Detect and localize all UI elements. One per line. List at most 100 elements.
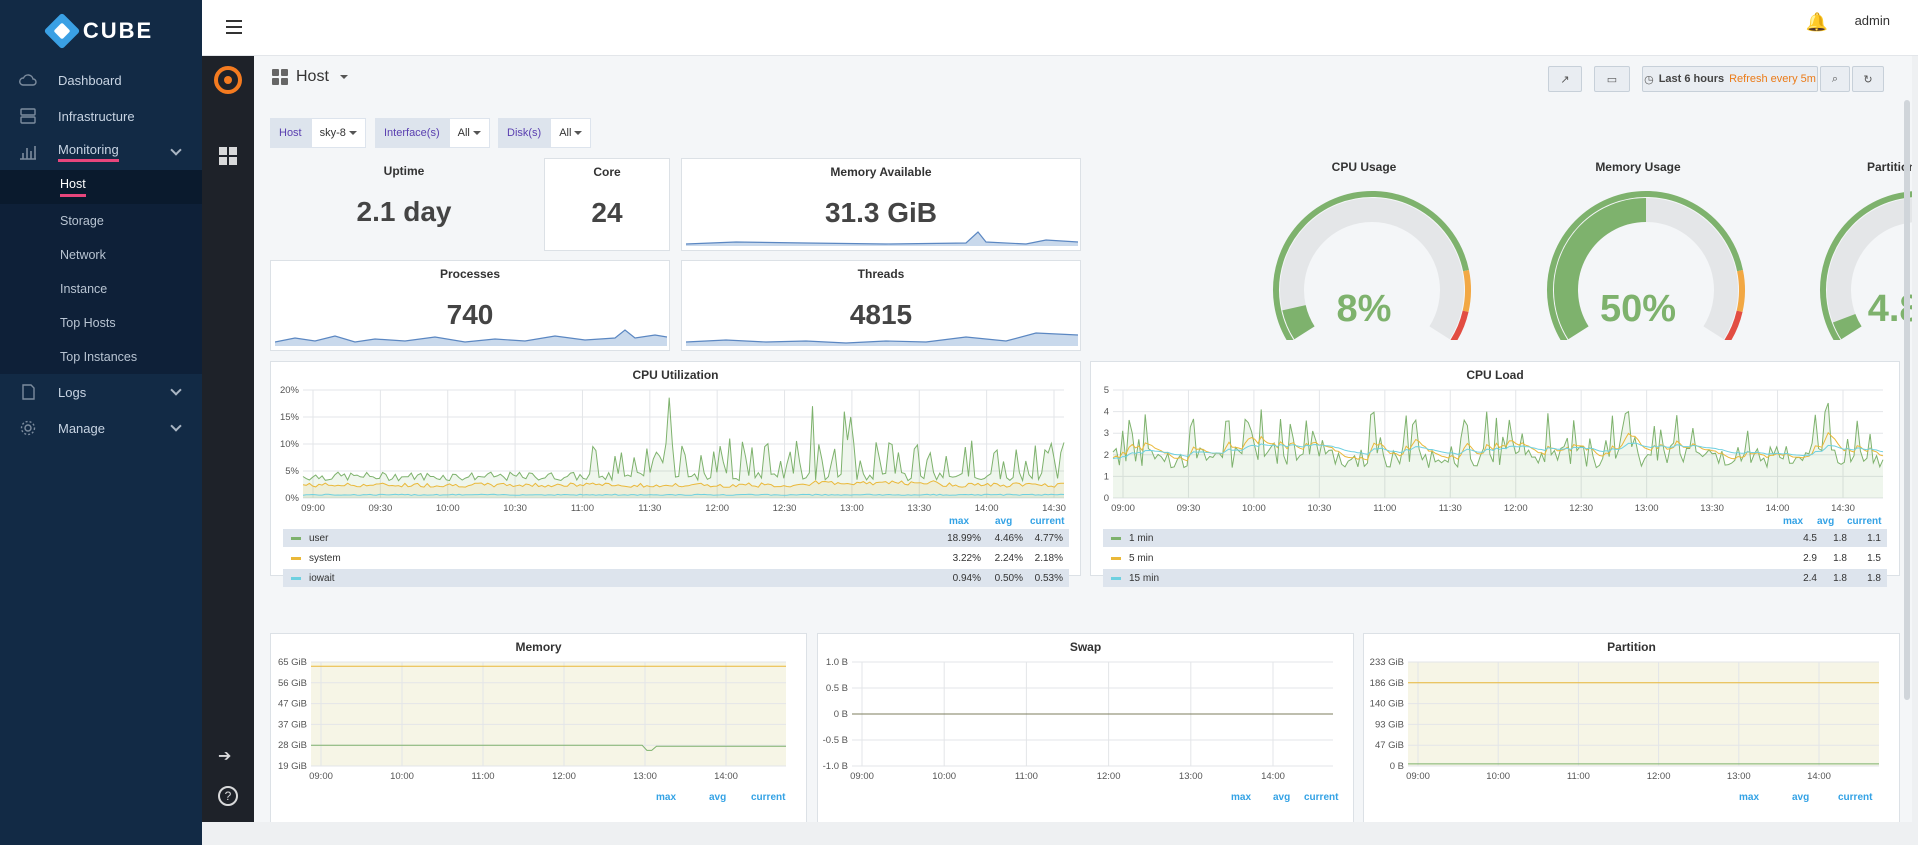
sidebar-subitem-top-hosts[interactable]: Top Hosts	[0, 306, 202, 340]
app-sidebar: CUBE Dashboard Infrastructure Monitoring…	[0, 0, 202, 845]
sidebar-item-monitoring[interactable]: Monitoring	[0, 134, 202, 170]
sidebar-item-dashboard[interactable]: Dashboard	[0, 62, 202, 98]
legend-max: 3.22%	[952, 552, 981, 564]
brand-logo[interactable]: CUBE	[0, 0, 202, 62]
notification-bell-icon[interactable]: 🔔	[1805, 12, 1828, 32]
cpu-utilization-panel: CPU Utilization 20% 15% 10% 5% 0% 09:00 09:30 1…	[270, 361, 1081, 587]
gauge-threshold-ok	[1547, 191, 1743, 340]
y-tick-label: 1	[1104, 471, 1109, 482]
dashboard-picker[interactable]: Host	[272, 68, 348, 86]
legend-row-15min[interactable]: 15 min 2.4 1.8 1.8	[1103, 569, 1887, 587]
legend-avg: 2.24%	[994, 552, 1023, 564]
legend-header-current: current	[1304, 792, 1339, 803]
legend-swatch	[1111, 576, 1121, 580]
vertical-scrollbar[interactable]	[1904, 100, 1910, 700]
legend-row-system[interactable]: system 3.22% 2.24% 2.18%	[283, 549, 1069, 567]
y-tick-label: 65 GiB	[278, 657, 307, 668]
legend-header-max: max	[1783, 516, 1804, 527]
processes-sparkline	[275, 329, 667, 346]
cpu-load-panel: CPU Load 5 4 3 2 1 0 09:00 09:30 10:00 10:30 11:00…	[1090, 361, 1900, 587]
legend-series-name: system	[309, 552, 341, 564]
menu-toggle-icon[interactable]	[226, 20, 242, 34]
x-tick-label: 12:00	[552, 771, 576, 782]
legend-header-avg: avg	[1817, 516, 1835, 527]
share-button[interactable]: ↗	[1548, 66, 1582, 92]
x-tick-label: 14:00	[1261, 771, 1285, 782]
x-tick-label: 13:00	[633, 771, 657, 782]
cube-logo-icon	[43, 12, 81, 50]
x-tick-label: 09:30	[1177, 503, 1201, 514]
series-line	[302, 397, 1065, 483]
legend-avg: 1.8	[1833, 532, 1847, 544]
sidebar-item-label: Dashboard	[58, 72, 122, 88]
legend-current: 1.8	[1867, 572, 1881, 584]
gear-icon	[20, 420, 36, 436]
memory-available-panel: Memory Available 31.3 GiB	[681, 158, 1081, 251]
gauge-threshold-crit	[1724, 310, 1743, 340]
refresh-icon: ↻	[1863, 73, 1873, 86]
legend-current: 1.5	[1867, 552, 1881, 564]
variable-host-select[interactable]: sky-8	[310, 118, 366, 148]
panel-title: CPU Utilization	[632, 368, 719, 382]
x-tick-label: 14:00	[975, 503, 999, 514]
panel-title: Uptime	[383, 164, 425, 178]
legend-header-avg: avg	[1792, 792, 1810, 803]
refresh-button[interactable]: ↻	[1852, 66, 1884, 92]
legend-current: 4.77%	[1034, 532, 1063, 544]
gauge-track	[1280, 198, 1464, 340]
gauge-title: Partition Usage	[1866, 160, 1912, 174]
legend-series-name: iowait	[309, 572, 335, 584]
zoom-out-button[interactable]: ⌕	[1820, 66, 1850, 92]
series-line	[302, 480, 1064, 488]
legend-max: 18.99%	[947, 532, 981, 544]
sidebar-item-infrastructure[interactable]: Infrastructure	[0, 98, 202, 134]
user-menu[interactable]: admin	[1854, 13, 1890, 28]
panel-title: Core	[593, 165, 621, 179]
gauge-threshold-ok	[1273, 191, 1469, 340]
legend-header-max: max	[656, 792, 677, 803]
y-tick-label: 56 GiB	[278, 678, 307, 689]
gauge-value: 50%	[1599, 288, 1677, 330]
variable-disks[interactable]: Disk(s) All	[498, 118, 592, 148]
legend-row-1min[interactable]: 1 min 4.5 1.8 1.1	[1103, 529, 1887, 547]
sidebar-item-logs[interactable]: Logs	[0, 374, 202, 410]
legend-header-avg: avg	[995, 516, 1013, 527]
memory-available-value: 31.3 GiB	[824, 197, 938, 228]
series-area	[1113, 403, 1883, 498]
legend-row-user[interactable]: user 18.99% 4.46% 4.77%	[283, 529, 1069, 547]
y-tick-label: 20%	[280, 385, 300, 396]
legend-header-current: current	[1847, 516, 1882, 527]
variable-label: Disk(s)	[498, 118, 551, 148]
monitoring-submenu: Host Storage Network Instance Top Hosts …	[0, 170, 202, 374]
x-tick-label: 10:00	[932, 771, 956, 782]
legend-row-5min[interactable]: 5 min 2.9 1.8 1.5	[1103, 549, 1887, 567]
dashboards-icon[interactable]	[218, 146, 238, 166]
gauge-track	[1827, 198, 1912, 340]
sidebar-subitem-storage[interactable]: Storage	[0, 204, 202, 238]
variable-interfaces-select[interactable]: All	[448, 118, 490, 148]
x-tick-label: 09:00	[309, 771, 333, 782]
panel-title: Processes	[439, 267, 501, 281]
sign-in-icon[interactable]: ➔	[218, 748, 232, 765]
chevron-down-icon	[170, 420, 182, 432]
sidebar-subitem-host[interactable]: Host	[0, 170, 202, 204]
sidebar-subitem-network[interactable]: Network	[0, 238, 202, 272]
tv-mode-button[interactable]: ▭	[1594, 66, 1630, 92]
legend-swatch	[291, 536, 301, 540]
legend-max: 2.4	[1803, 572, 1817, 584]
time-picker-button[interactable]: ◷ Last 6 hours Refresh every 5m	[1642, 66, 1818, 92]
sidebar-item-manage[interactable]: Manage	[0, 410, 202, 446]
swap-chart: 1.0 B 0.5 B 0 B -0.5 B -1.0 B09:00 10:00 11:00…	[823, 657, 1333, 782]
server-icon	[20, 108, 36, 124]
variable-disks-select[interactable]: All	[550, 118, 592, 148]
variable-interfaces[interactable]: Interface(s) All	[375, 118, 490, 148]
legend-current: 0.53%	[1034, 572, 1063, 584]
y-tick-label: 233 GiB	[1370, 657, 1404, 668]
help-icon[interactable]: ?	[218, 786, 238, 806]
grafana-logo-icon[interactable]	[214, 66, 242, 94]
legend-row-iowait[interactable]: iowait 0.94% 0.50% 0.53%	[283, 569, 1069, 587]
x-tick-label: 11:00	[471, 771, 494, 782]
sidebar-subitem-instance[interactable]: Instance	[0, 272, 202, 306]
variable-host[interactable]: Host sky-8	[270, 118, 366, 148]
sidebar-subitem-top-instances[interactable]: Top Instances	[0, 340, 202, 374]
